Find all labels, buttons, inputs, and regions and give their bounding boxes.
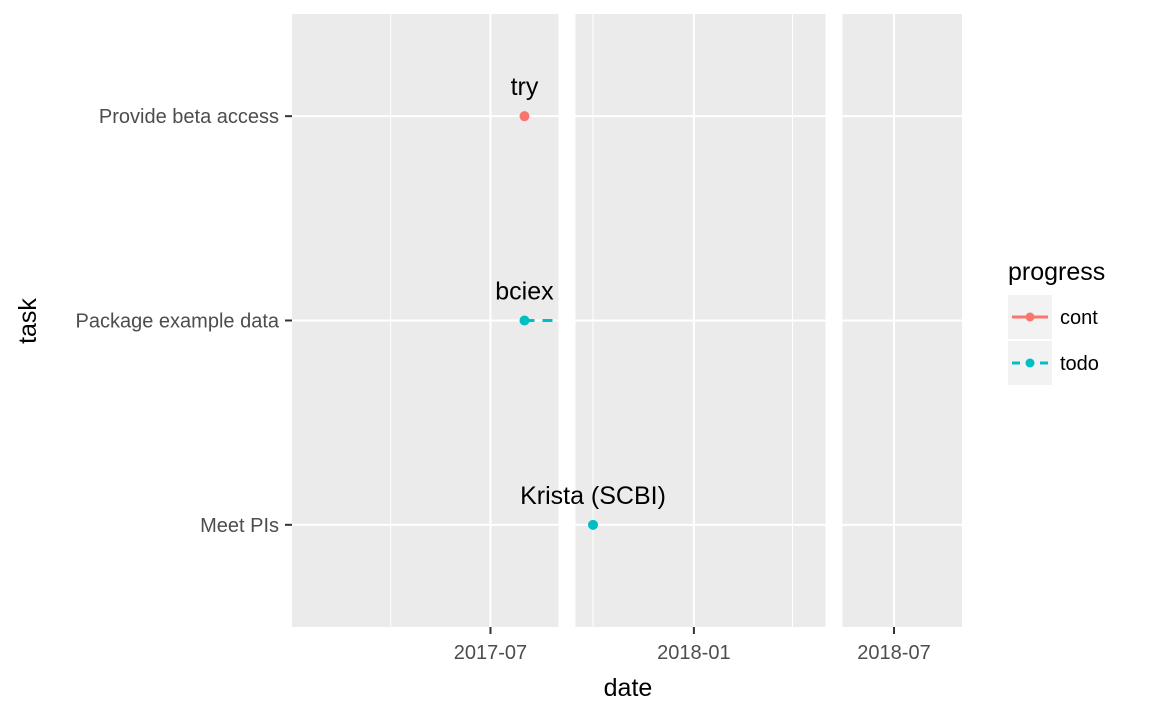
- y-tick-label: Package example data: [76, 311, 280, 333]
- x-tick-label: 2018-01: [657, 642, 730, 664]
- y-tick-label: Provide beta access: [99, 106, 279, 128]
- y-axis-title: task: [14, 298, 42, 344]
- y-tick-label: Meet PIs: [200, 515, 279, 537]
- task-point: [519, 111, 530, 122]
- x-tick-label: 2018-07: [857, 642, 930, 664]
- x-axis-title: date: [604, 674, 653, 702]
- legend-point: [1025, 358, 1035, 368]
- legend: progress cont todo: [1008, 258, 1105, 385]
- legend-label: todo: [1060, 353, 1099, 375]
- legend-point: [1025, 312, 1035, 322]
- x-axis: 2017-07 2018-01 2018-07: [454, 627, 931, 664]
- data-layer: try bciex Krista (SCBI): [495, 73, 666, 530]
- point-label: Krista (SCBI): [520, 482, 666, 510]
- task-point: [519, 315, 530, 326]
- point-label: try: [511, 73, 539, 101]
- y-axis: Provide beta access Package example data M…: [76, 106, 292, 537]
- legend-title: progress: [1008, 258, 1105, 286]
- x-tick-label: 2017-07: [454, 642, 527, 664]
- plot-panel: [292, 14, 962, 627]
- task-point: [588, 519, 599, 530]
- point-label: bciex: [495, 278, 554, 306]
- legend-label: cont: [1060, 307, 1098, 329]
